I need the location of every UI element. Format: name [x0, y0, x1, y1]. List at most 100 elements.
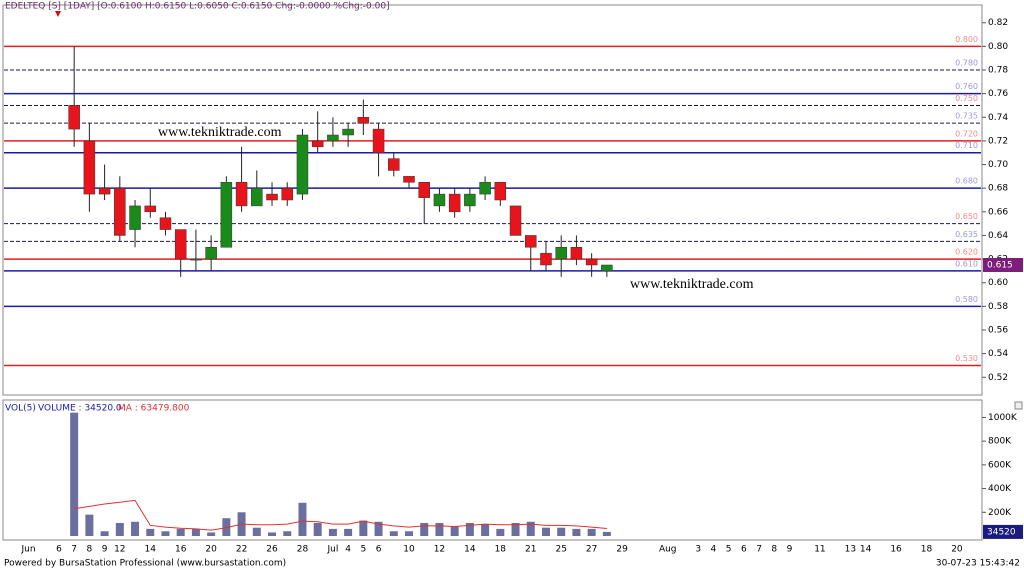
- candle-body: [296, 134, 309, 195]
- x-tick-label: Aug: [659, 545, 677, 555]
- panel-button[interactable]: [1014, 401, 1023, 410]
- volume-bar: [389, 531, 398, 536]
- x-tick-label: 7: [756, 545, 762, 555]
- last-volume-box: [983, 524, 1023, 539]
- candle-body: [98, 187, 111, 195]
- price-panel: [2, 4, 983, 396]
- x-tick-label: 5: [360, 545, 366, 555]
- y-tick-label: 400K: [988, 484, 1012, 494]
- candle-body: [68, 105, 80, 130]
- x-tick-label: 6: [56, 545, 62, 555]
- volume-bar: [587, 528, 596, 536]
- candle-body: [251, 187, 263, 207]
- volume-panel: [2, 399, 983, 541]
- volume-bar: [541, 527, 550, 536]
- candle-body: [601, 264, 613, 272]
- candle-body: [464, 193, 476, 207]
- x-tick-label: 7: [71, 545, 77, 555]
- y-tick-label: 0.74: [988, 113, 1008, 123]
- candle-body: [129, 205, 141, 230]
- x-tick-label: 27: [586, 545, 597, 555]
- level-label: 0.610: [955, 259, 978, 268]
- footer-right: 30-07-23 15:43:42: [936, 559, 1020, 569]
- volume-bar: [328, 528, 337, 536]
- candle-body: [83, 140, 96, 195]
- candle-body: [555, 247, 567, 260]
- candle-body: [311, 140, 324, 148]
- x-tick-label: 8: [87, 545, 93, 555]
- x-tick-label: 16: [175, 545, 187, 555]
- watermark: www.tekniktrade.com: [630, 277, 754, 292]
- x-tick-label: 18: [921, 545, 933, 555]
- candle-body: [494, 182, 507, 201]
- watermark: www.tekniktrade.com: [158, 125, 282, 140]
- x-tick-label: 5: [726, 545, 732, 555]
- footer-left: Powered by BursaStation Professional (ww…: [4, 559, 286, 569]
- volume-bar: [450, 526, 459, 536]
- y-tick-label: 600K: [988, 460, 1012, 470]
- candle-body: [525, 235, 537, 248]
- candle-body: [433, 193, 446, 207]
- level-label: 0.800: [955, 35, 978, 44]
- volume-bar: [313, 522, 322, 536]
- x-tick-label: 14: [464, 545, 476, 555]
- candle-body: [266, 193, 278, 201]
- volume-bar: [146, 528, 155, 536]
- volume-bar: [100, 531, 109, 536]
- x-tick-label: 6: [741, 545, 747, 555]
- level-label: 0.735: [955, 112, 978, 121]
- y-tick-label: 0.52: [988, 373, 1008, 383]
- level-label: 0.760: [955, 82, 978, 91]
- y-tick-label: 200K: [988, 508, 1012, 518]
- candle-body: [372, 128, 385, 153]
- candle-body: [479, 182, 491, 195]
- candle-body: [448, 193, 461, 213]
- x-tick-label: 16: [890, 545, 902, 555]
- volume-bar: [374, 521, 383, 536]
- x-tick-label: 12: [434, 545, 445, 555]
- x-tick-label: 20: [951, 545, 963, 555]
- candle-body: [403, 176, 415, 183]
- volume-bar: [252, 527, 261, 536]
- x-tick-label: 12: [114, 545, 125, 555]
- ma-line: [74, 499, 607, 531]
- level-label: 0.710: [955, 141, 978, 150]
- x-tick-label: 9: [787, 545, 793, 555]
- y-tick-label: 0.66: [988, 207, 1008, 217]
- candle-body: [144, 205, 157, 213]
- y-tick-label: 0.72: [988, 136, 1008, 146]
- last-price-label: 0.615: [987, 261, 1013, 271]
- level-label: 0.780: [955, 59, 978, 68]
- volume-bar: [496, 528, 505, 536]
- volume-bar: [526, 521, 535, 536]
- candle-body: [220, 182, 233, 248]
- volume-bar: [359, 520, 368, 536]
- volume-bar: [268, 532, 277, 536]
- level-label: 0.680: [955, 177, 978, 186]
- volume-bar: [70, 412, 79, 536]
- volume-title: VOL(5): [5, 404, 36, 414]
- y-tick-label: 0.64: [988, 231, 1008, 241]
- legend-label: MA : 63479.800: [118, 404, 190, 414]
- x-tick-label: 18: [495, 545, 507, 555]
- volume-bar: [602, 531, 611, 536]
- candle-body: [570, 247, 583, 260]
- x-tick-label: 21: [525, 545, 536, 555]
- candle-body: [327, 134, 339, 142]
- volume-bar: [207, 532, 216, 536]
- x-tick-label: 6: [376, 545, 382, 555]
- x-tick-label: Jul: [326, 545, 338, 555]
- candle-body: [159, 217, 172, 230]
- y-tick-label: 1000K: [988, 413, 1018, 423]
- candle-body: [342, 128, 354, 136]
- x-tick-label: 9: [102, 545, 108, 555]
- last-price-box: [983, 258, 1023, 272]
- x-tick-label: 14: [145, 545, 157, 555]
- y-tick-label: 0.78: [988, 66, 1008, 76]
- candle-body: [418, 182, 430, 198]
- volume-bar: [572, 528, 581, 536]
- last-volume-label: 34520: [987, 527, 1016, 537]
- x-tick-label: 4: [711, 545, 717, 555]
- y-tick-label: 0.82: [988, 18, 1008, 28]
- y-tick-label: 0.54: [988, 349, 1008, 359]
